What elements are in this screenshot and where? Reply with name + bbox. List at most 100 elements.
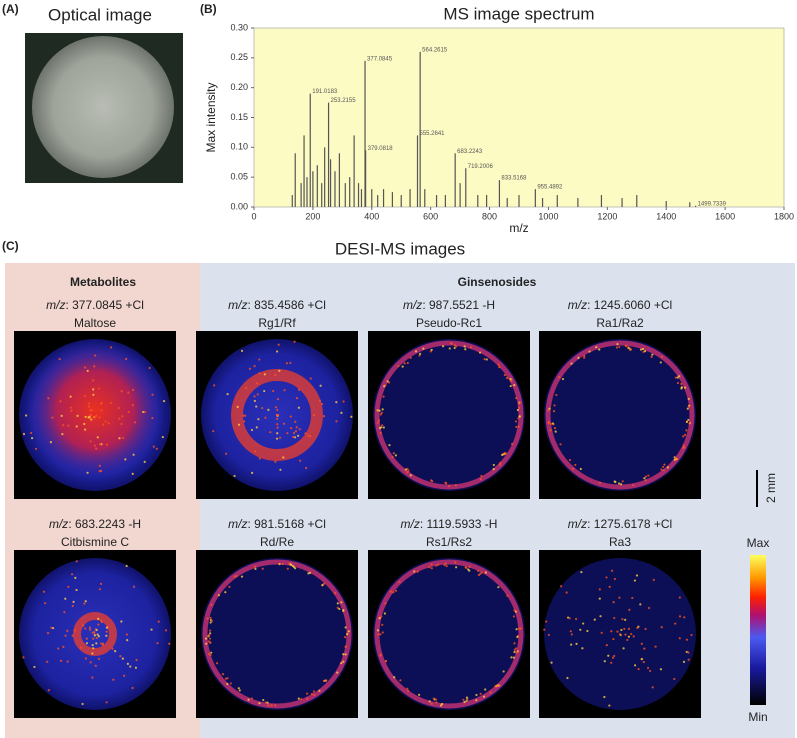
pixel bbox=[632, 483, 635, 487]
pixel bbox=[492, 468, 495, 471]
pixel bbox=[269, 431, 272, 434]
pixel bbox=[98, 443, 102, 446]
pixel bbox=[342, 609, 345, 612]
peak bbox=[312, 171, 314, 207]
ion: : 835.4586 +Cl bbox=[247, 298, 325, 312]
pixel bbox=[320, 402, 324, 406]
pixel bbox=[91, 631, 94, 634]
pixel bbox=[484, 688, 487, 691]
pixel bbox=[300, 698, 303, 701]
pixel bbox=[46, 631, 50, 635]
x-tick-label: 800 bbox=[482, 211, 497, 221]
pixel bbox=[431, 480, 434, 483]
pixel bbox=[642, 660, 645, 664]
peak bbox=[382, 189, 385, 207]
pixel bbox=[624, 618, 627, 621]
pixel bbox=[662, 469, 665, 472]
pixel bbox=[85, 637, 88, 640]
pixel bbox=[225, 452, 228, 455]
pixel bbox=[293, 436, 297, 439]
pixel bbox=[306, 697, 309, 700]
pixel bbox=[659, 361, 662, 364]
pixel bbox=[247, 698, 250, 701]
pixel bbox=[335, 420, 338, 423]
pixel bbox=[623, 627, 626, 631]
pixel bbox=[475, 699, 478, 702]
pixel bbox=[627, 635, 631, 638]
pixel bbox=[84, 600, 87, 603]
ring bbox=[545, 340, 695, 490]
pixel bbox=[680, 382, 683, 386]
pixel bbox=[444, 481, 447, 484]
pixel bbox=[344, 626, 347, 629]
pixel bbox=[379, 633, 382, 636]
pixel bbox=[513, 650, 516, 654]
pixel bbox=[99, 582, 103, 585]
pixel bbox=[102, 423, 105, 426]
pixel bbox=[86, 369, 89, 372]
peak bbox=[694, 205, 697, 207]
hotspot bbox=[25, 340, 165, 480]
peak bbox=[364, 60, 366, 207]
peak-annotation: 1499.7339 bbox=[698, 201, 727, 207]
pixel bbox=[209, 653, 212, 657]
pixel bbox=[444, 562, 447, 565]
pixel bbox=[75, 588, 78, 592]
pixel bbox=[646, 666, 650, 670]
pixel bbox=[512, 656, 515, 659]
pixel bbox=[307, 572, 310, 575]
pixel bbox=[334, 592, 337, 595]
pixel bbox=[89, 414, 92, 417]
tile-ion: m/z: 1119.5933 -H bbox=[401, 517, 498, 531]
tile-name: Pseudo-Rc1 bbox=[416, 316, 482, 330]
pixel bbox=[107, 422, 110, 425]
peak bbox=[334, 171, 336, 207]
pixel bbox=[455, 566, 458, 569]
pixel bbox=[512, 615, 515, 618]
pixel bbox=[207, 640, 211, 643]
pixel bbox=[685, 638, 688, 641]
pixel bbox=[217, 594, 221, 597]
pixel bbox=[647, 474, 650, 477]
pixel bbox=[124, 458, 127, 461]
pixel bbox=[395, 589, 398, 592]
pixel bbox=[673, 456, 676, 459]
pixel bbox=[640, 642, 643, 645]
pixel bbox=[632, 635, 635, 638]
pixel bbox=[551, 422, 554, 425]
x-tick-label: 0 bbox=[251, 211, 256, 221]
pixel bbox=[274, 704, 277, 707]
pixel bbox=[95, 642, 98, 645]
pixel bbox=[162, 399, 166, 403]
pixel bbox=[52, 626, 55, 630]
colorbar-max: Max bbox=[747, 536, 770, 550]
pixel bbox=[549, 422, 552, 426]
pixel bbox=[641, 347, 645, 351]
panel-label: (A) bbox=[2, 2, 19, 16]
pixel bbox=[682, 660, 686, 663]
pixel bbox=[599, 615, 602, 618]
pixel bbox=[42, 590, 45, 593]
peak bbox=[377, 195, 379, 207]
panel-label: (C) bbox=[2, 239, 19, 253]
pixel bbox=[105, 701, 108, 704]
pixel bbox=[258, 358, 261, 361]
pixel bbox=[254, 567, 257, 571]
pixel bbox=[233, 474, 236, 478]
pixel bbox=[283, 389, 286, 392]
pixel bbox=[254, 450, 257, 453]
pixel bbox=[100, 443, 103, 446]
pixel bbox=[110, 346, 113, 349]
pixel bbox=[690, 633, 693, 637]
pixel bbox=[407, 689, 410, 693]
pixel bbox=[514, 420, 518, 423]
peak bbox=[400, 195, 402, 207]
pixel bbox=[83, 428, 87, 431]
pixel bbox=[224, 591, 227, 594]
pixel bbox=[513, 642, 516, 645]
pixel bbox=[376, 409, 379, 412]
pixel bbox=[514, 610, 518, 613]
pixel bbox=[682, 446, 685, 449]
pixel bbox=[624, 633, 627, 636]
pixel bbox=[608, 585, 611, 588]
